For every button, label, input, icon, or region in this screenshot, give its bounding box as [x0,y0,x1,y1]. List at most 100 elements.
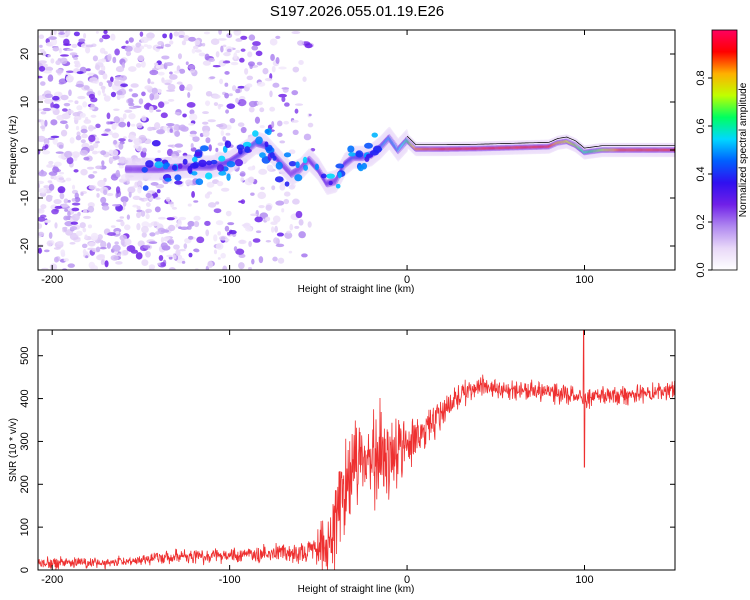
spectrogram-noise-blob [107,232,117,236]
spectrogram-noise-blob [40,81,46,86]
spectrogram-noise-blob [88,145,95,152]
spectrogram-noise-blob [103,93,107,97]
spectrogram-noise-blob [283,120,289,125]
spectrogram-noise-blob [191,191,195,198]
spectrogram-noise-blob [38,170,48,177]
spectrogram-noise-blob [168,238,175,246]
spectrogram-noise-blob [135,252,143,260]
spectrogram-ridge-blob [320,173,327,179]
spectrogram-noise-blob [128,37,134,43]
spectrogram-noise-blob [106,112,111,120]
spectrogram-noise-blob [97,59,106,63]
spectrogram-noise-blob [69,52,78,56]
spectrogram-ridge-blob [242,141,252,148]
spectrogram-noise-blob [145,213,150,220]
spectrogram-noise-blob [250,192,255,196]
spectrogram-noise-blob [202,111,209,115]
spectrogram-noise-blob [124,224,131,231]
spectrogram-noise-blob [141,91,146,97]
snr-ticks: -200 -100 0 100 0 100 200 300 400 500 [19,330,675,586]
spectrogram-noise-blob [86,166,95,170]
spectrogram-noise-blob [88,93,96,100]
spectrogram-ridge-blob [151,140,161,147]
spectrogram-noise-blob [146,44,153,49]
spectrogram-noise-blob [165,122,175,127]
spectrogram-noise-blob [73,169,79,173]
spectrogram-noise-blob [205,101,210,107]
spectrogram-ridge-blob [141,166,148,173]
spectrogram-noise-blob [292,198,300,205]
spectrogram-ytick-label: -10 [19,190,31,206]
spectrogram-noise-blob [38,60,47,64]
spectrogram-noise-blob [71,213,80,221]
spectrogram-noise-blob [227,222,235,226]
spectrogram-noise-blob [185,61,189,66]
spectrogram-ridge-blob [174,180,183,185]
spectrogram-noise-blob [114,241,119,245]
spectrogram-noise-blob [279,183,286,191]
spectrogram-noise-blob [272,215,281,223]
spectrogram-ridge-blob [205,172,213,180]
spectrogram-noise-blob [147,78,151,85]
spectrogram-ridge-blob [274,176,284,183]
spectrogram-noise-blob [239,57,245,63]
spectrogram-noise-blob [58,144,64,149]
spectrogram-noise-blob [167,144,174,148]
spectrogram-noise-blob [150,221,160,227]
colorbar-scale [711,29,738,271]
spectrogram-noise-blob [188,252,193,258]
spectrogram-noise-blob [307,122,314,128]
spectrogram-noise-blob [54,205,63,209]
snr-ytick-label: 400 [19,389,31,407]
spectrogram-noise-blob [149,69,159,76]
spectrogram-noise-blob [188,235,194,240]
spectrogram-noise-blob [87,224,93,229]
spectrogram-noise-blob [228,229,237,235]
spectrogram-noise-blob [161,55,170,60]
spectrogram-noise-blob [90,114,97,118]
spectrogram-noise-blob [50,31,54,37]
spectrogram-noise-blob [141,259,149,267]
spectrogram-ridge-blob [335,183,341,189]
spectrogram-noise-blob [95,123,101,129]
spectrogram-noise-blob [111,122,117,130]
spectrogram-noise-blob [46,195,53,199]
spectrogram-ytick-label: 0 [19,147,31,153]
spectrogram-noise-blob [51,208,59,215]
spectrogram-noise-blob [248,34,256,41]
spectrogram-noise-blob [166,254,174,258]
spectrogram-noise-blob [52,95,60,101]
spectrogram-noise-blob [49,107,57,111]
spectrogram-noise-blob [213,102,219,107]
spectrogram-noise-blob [272,256,278,262]
spectrogram-noise-blob [50,175,54,180]
spectrogram-noise-blob [38,183,41,189]
spectrogram-noise-blob [112,244,121,252]
spectrogram-noise-blob [85,68,91,72]
spectrogram-noise-blob [54,222,58,229]
spectrogram-noise-blob [74,196,81,203]
spectrogram-noise-blob [55,68,64,74]
snr-xtick-label: -100 [219,574,241,586]
spectrogram-noise-blob [142,147,147,153]
spectrogram-noise-blob [264,216,271,222]
spectrogram-noise-blob [194,49,202,53]
spectrogram-noise-blob [123,238,132,246]
spectrogram-noise-blob [53,247,61,250]
spectrogram-noise-blob [69,242,76,245]
spectrogram-noise-blob [219,78,224,85]
spectrogram-noise-blob [128,190,132,198]
spectrogram-noise-blob [61,108,68,112]
spectrogram-noise-blob [138,98,144,105]
spectrogram-noise-blob [154,231,160,235]
spectrogram-noise-blob [69,137,75,144]
spectrogram-noise-blob [238,262,245,270]
spectrogram-noise-blob [104,260,109,268]
spectrogram-noise-blob [215,242,224,250]
spectrogram-noise-blob [91,150,99,155]
spectrogram-noise-blob [83,32,87,39]
spectrogram-noise-blob [178,216,187,221]
spectrogram-noise-blob [39,48,45,53]
spectrogram-noise-blob [177,53,183,60]
spectrogram-noise-blob [42,107,52,112]
